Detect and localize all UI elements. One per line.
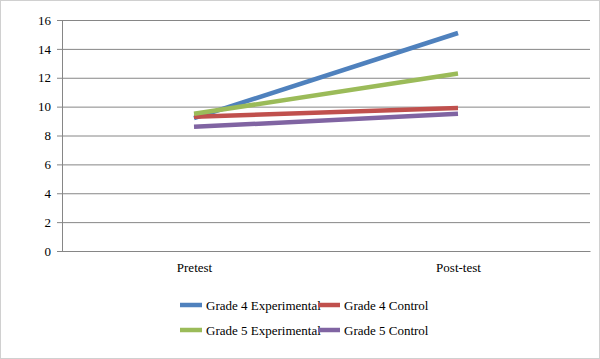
y-tick: 12 [38,70,62,85]
y-axis: 0 2 4 6 8 10 12 14 16 [38,13,63,259]
legend-swatch [180,303,202,308]
y-tick-label: 14 [38,42,52,57]
legend-label: Grade 4 Experimental [206,298,321,313]
series-line [194,114,458,127]
y-tick-label: 12 [38,70,51,85]
y-tick-label: 4 [45,186,52,201]
y-tick-mark [57,251,62,252]
y-axis-line [57,21,63,252]
y-tick-label: 16 [38,13,52,28]
plot: 0 2 4 6 8 10 12 14 16 Pretest Post-test [38,13,591,276]
grid-line [62,136,590,137]
grid-line [62,193,590,194]
y-tick-label: 6 [45,157,52,172]
series-group [194,33,458,127]
y-tick: 10 [38,99,62,114]
grid-line [62,107,590,108]
y-tick-label: 8 [45,128,52,143]
series-line [194,33,458,118]
legend-item: Grade 5 Control [318,323,429,338]
y-tick: 6 [45,157,63,172]
y-tick-mark [57,193,62,194]
legend-item: Grade 4 Control [318,298,429,313]
x-tick-label: Post-test [436,260,481,275]
x-tick: Pretest [177,251,213,275]
y-tick-mark [57,107,62,108]
series-line [194,73,458,113]
y-tick-mark [57,164,62,165]
y-tick: 14 [38,42,62,57]
y-tick-mark [57,222,62,223]
y-tick-label: 10 [38,99,51,114]
legend: Grade 4 Experimental Grade 4 Control Grade… [180,298,429,338]
grid-line [62,251,590,252]
x-axis: Pretest Post-test [63,251,591,275]
grid [62,21,590,252]
legend-swatch [318,303,340,308]
y-tick: 4 [45,186,63,201]
y-tick-mark [57,49,62,50]
y-tick-label: 0 [45,244,52,259]
y-tick: 8 [45,128,63,143]
y-tick-mark [57,78,62,79]
x-axis-line [63,251,591,252]
chart: 0 2 4 6 8 10 12 14 16 Pretest Post-test Grade 4 Exp… [0,0,600,359]
grid-line [62,20,590,21]
legend-item: Grade 5 Experimental [180,323,321,338]
legend-label: Grade 5 Experimental [206,323,321,338]
y-tick-mark [57,136,62,137]
x-tick-label: Pretest [177,260,213,275]
grid-line [62,164,590,165]
y-tick-label: 2 [45,215,52,230]
y-tick: 16 [38,13,62,28]
legend-item: Grade 4 Experimental [180,298,321,313]
x-tick: Post-test [436,251,481,275]
grid-line [62,222,590,223]
chart-frame [1,1,600,359]
y-tick: 0 [45,244,63,259]
legend-swatch [318,328,340,333]
y-tick: 2 [45,215,63,230]
legend-label: Grade 5 Control [344,323,429,338]
legend-swatch [180,328,202,333]
legend-label: Grade 4 Control [344,298,429,313]
grid-line [62,49,590,50]
y-tick-mark [57,20,62,21]
